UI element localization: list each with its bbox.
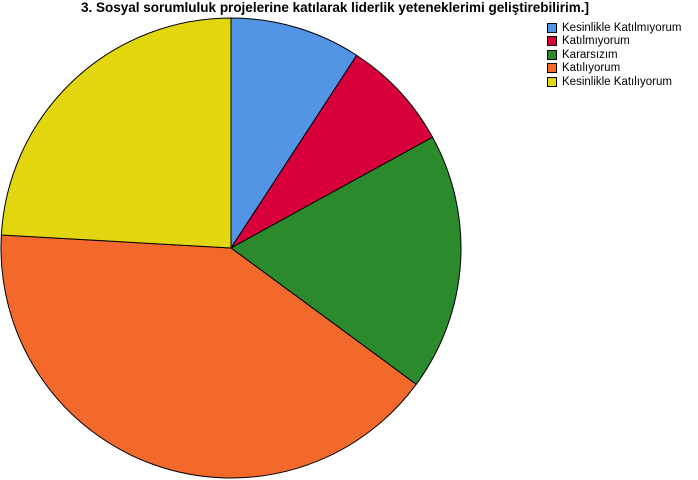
pie-slices — [0, 17, 462, 479]
legend-label: Katılıyorum — [562, 62, 621, 75]
legend-item: Kesinlikle Katılıyorum — [547, 75, 682, 89]
pie-slice-3 — [230, 136, 462, 385]
legend-item: Kararsızım — [547, 48, 682, 62]
pie-slice-2 — [230, 54, 434, 249]
legend-label: Kesinlikle Katılmıyorum — [562, 21, 682, 34]
legend-item: Kesinlikle Katılmıyorum — [547, 21, 682, 35]
pie-slice-5 — [0, 17, 232, 249]
legend-item: Katılmıyorum — [547, 35, 682, 49]
legend-label: Kararsızım — [562, 48, 618, 61]
legend: Kesinlikle Katılmıyorum Katılmıyorum Karar… — [547, 21, 682, 89]
legend-swatch — [547, 76, 557, 87]
pie-slice-1 — [230, 17, 358, 249]
legend-swatch — [547, 49, 557, 60]
legend-item: Katılıyorum — [547, 62, 682, 76]
legend-swatch — [547, 22, 557, 33]
pie-slice-4 — [0, 234, 417, 479]
chart-title: 3. Sosyal sorumluluk projelerine katılar… — [81, 0, 589, 15]
legend-label: Katılmıyorum — [562, 35, 630, 48]
legend-swatch — [547, 36, 557, 47]
legend-label: Kesinlikle Katılıyorum — [562, 75, 672, 88]
legend-swatch — [547, 63, 557, 74]
